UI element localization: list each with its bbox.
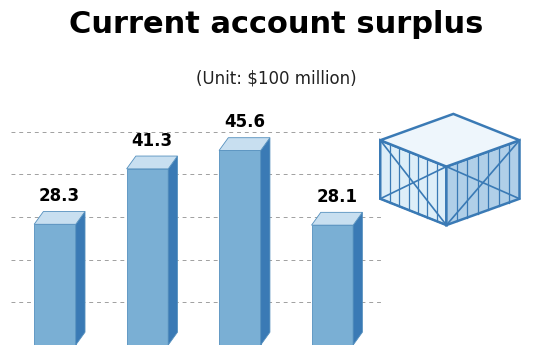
Polygon shape	[34, 224, 76, 345]
Polygon shape	[380, 114, 519, 167]
Polygon shape	[168, 156, 178, 345]
Polygon shape	[311, 212, 363, 225]
Text: 41.3: 41.3	[131, 132, 173, 150]
Polygon shape	[219, 150, 261, 345]
Text: 28.3: 28.3	[39, 187, 80, 205]
Polygon shape	[380, 140, 447, 225]
Polygon shape	[447, 140, 519, 225]
Polygon shape	[126, 169, 168, 345]
Polygon shape	[311, 225, 353, 345]
Polygon shape	[219, 138, 270, 150]
Text: 28.1: 28.1	[316, 188, 358, 206]
Polygon shape	[126, 156, 178, 169]
Text: 45.6: 45.6	[224, 113, 265, 131]
Polygon shape	[34, 211, 85, 224]
Text: Current account surplus: Current account surplus	[69, 10, 483, 39]
Polygon shape	[353, 212, 363, 345]
Polygon shape	[76, 211, 85, 345]
Polygon shape	[261, 138, 270, 345]
Text: (Unit: $100 million): (Unit: $100 million)	[196, 69, 356, 87]
